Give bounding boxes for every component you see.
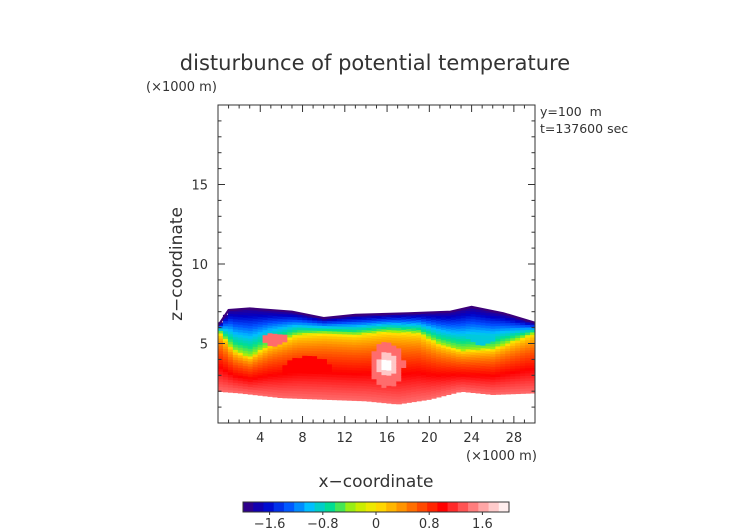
colorbar-swatch xyxy=(253,502,264,512)
colorbar-swatch xyxy=(468,502,479,512)
colorbar-swatch xyxy=(396,502,408,512)
colorbar-swatch xyxy=(355,502,367,512)
annotation-y: y=100 m xyxy=(540,104,602,119)
colorbar-swatch xyxy=(263,502,275,512)
colorbar-swatch xyxy=(365,502,377,512)
colorbar-tick-label: 0.8 xyxy=(419,517,440,532)
colorbar-tick-label: −1.6 xyxy=(254,517,286,532)
colorbar-swatch xyxy=(335,502,346,512)
x-tick-label: 16 xyxy=(379,431,396,446)
y-tick-label: 15 xyxy=(191,179,208,194)
x-tick-label: 28 xyxy=(506,431,523,446)
x-tick-label: 12 xyxy=(337,431,354,446)
colorbar-swatch xyxy=(294,502,305,512)
colorbar-swatch xyxy=(243,502,254,512)
x-tick-label: 20 xyxy=(421,431,438,446)
colorbar-swatch xyxy=(376,502,387,512)
colorbar-swatch xyxy=(488,502,500,512)
x-axis-unit: (×1000 m) xyxy=(466,449,537,464)
x-axis-label: x−coordinate xyxy=(319,472,434,492)
colorbar: −1.6 −0.8 0 0.8 1.6 xyxy=(242,501,510,532)
colorbar-tick-label: −0.8 xyxy=(307,517,339,532)
y-axis-label: z−coordinate xyxy=(167,207,187,321)
contour-field xyxy=(218,305,535,405)
colorbar-swatch xyxy=(314,502,326,512)
colorbar-swatch xyxy=(273,502,285,512)
x-tick-label: 8 xyxy=(298,431,306,446)
colorbar-swatch xyxy=(457,502,469,512)
y-tick-label: 10 xyxy=(191,258,208,273)
colorbar-swatch xyxy=(478,502,490,512)
colorbar-tick-label: 0 xyxy=(372,517,380,532)
top-unit-label: (×1000 m) xyxy=(146,80,217,95)
colorbar-swatch xyxy=(498,502,510,512)
colorbar-swatch xyxy=(427,502,438,512)
y-tick-label: 5 xyxy=(200,338,208,353)
chart-title: disturbunce of potential temperature xyxy=(180,51,570,75)
colorbar-tick-label: 1.6 xyxy=(472,517,493,532)
colorbar-swatch xyxy=(447,502,459,512)
annotation-t: t=137600 sec xyxy=(540,121,628,136)
colorbar-swatch xyxy=(416,502,428,512)
colorbar-swatch xyxy=(304,502,316,512)
x-tick-label: 24 xyxy=(463,431,480,446)
colorbar-swatch xyxy=(345,502,357,512)
colorbar-swatch xyxy=(437,502,449,512)
colorbar-swatch xyxy=(324,502,336,512)
x-tick-label: 4 xyxy=(256,431,264,446)
axis-ticks: 4 8 12 16 20 24 28 5 10 15 xyxy=(191,105,535,446)
colorbar-swatch xyxy=(406,502,418,512)
colorbar-swatch xyxy=(283,502,295,512)
colorbar-swatch xyxy=(386,502,397,512)
field-top-outline xyxy=(218,305,535,327)
